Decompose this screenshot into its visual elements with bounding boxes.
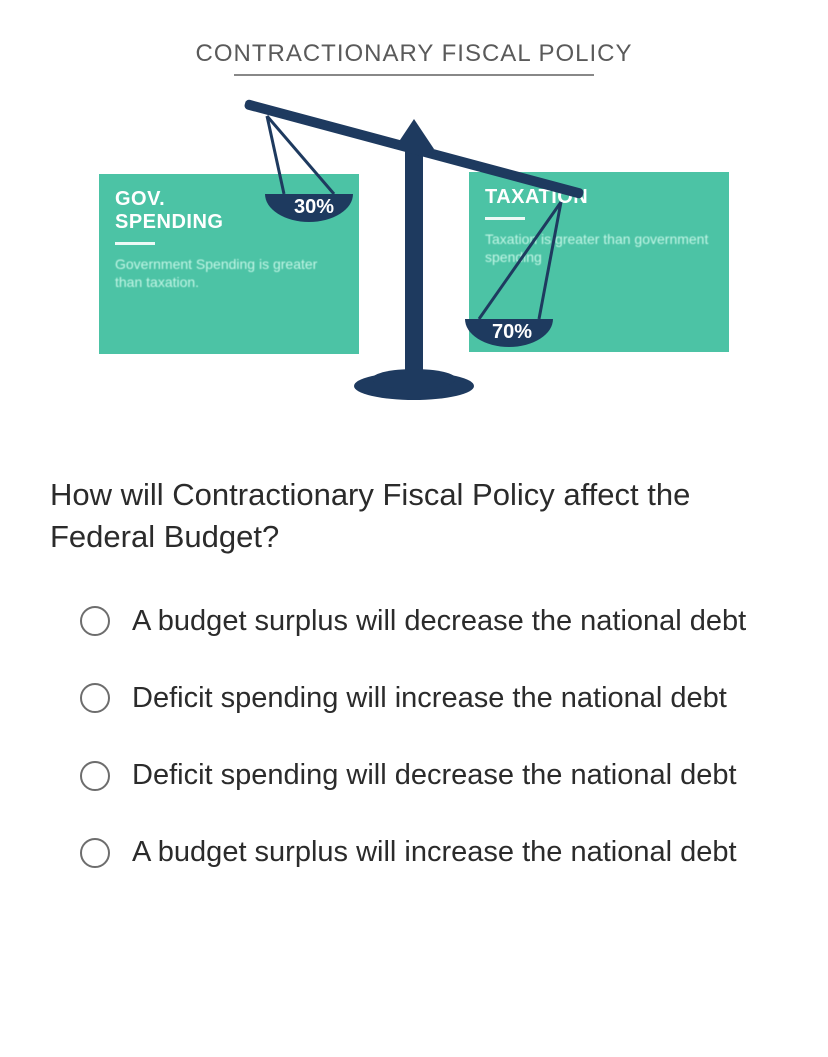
question-text: How will Contractionary Fiscal Policy af… (50, 474, 778, 558)
radio-icon[interactable] (80, 761, 110, 791)
option-3-label: A budget surplus will increase the natio… (132, 833, 778, 872)
radio-icon[interactable] (80, 606, 110, 636)
panel-left-underline (115, 242, 155, 245)
option-3[interactable]: A budget surplus will increase the natio… (50, 833, 778, 872)
option-0-label: A budget surplus will decrease the natio… (132, 602, 778, 641)
infographic: GOV. SPENDING Government Spending is gre… (99, 94, 729, 414)
options-group: A budget surplus will decrease the natio… (50, 602, 778, 873)
option-1[interactable]: Deficit spending will increase the natio… (50, 679, 778, 718)
radio-icon[interactable] (80, 683, 110, 713)
panel-right-heading: TAXATION (485, 186, 713, 209)
right-percentage: 70% (492, 321, 532, 344)
quiz-container: CONTRACTIONARY FISCAL POLICY GOV. SPENDI… (0, 0, 828, 872)
panel-left-sub: Government Spending is greater than taxa… (115, 255, 343, 291)
radio-icon[interactable] (80, 838, 110, 868)
option-2-label: Deficit spending will decrease the natio… (132, 756, 778, 795)
infographic-title-underline (234, 74, 594, 76)
option-0[interactable]: A budget surplus will decrease the natio… (50, 602, 778, 641)
option-2[interactable]: Deficit spending will decrease the natio… (50, 756, 778, 795)
panel-right-underline (485, 217, 525, 220)
left-percentage: 30% (294, 196, 334, 219)
infographic-title: CONTRACTIONARY FISCAL POLICY (50, 40, 778, 68)
panel-right-sub: Taxation is greater than government spen… (485, 230, 713, 266)
option-1-label: Deficit spending will increase the natio… (132, 679, 778, 718)
